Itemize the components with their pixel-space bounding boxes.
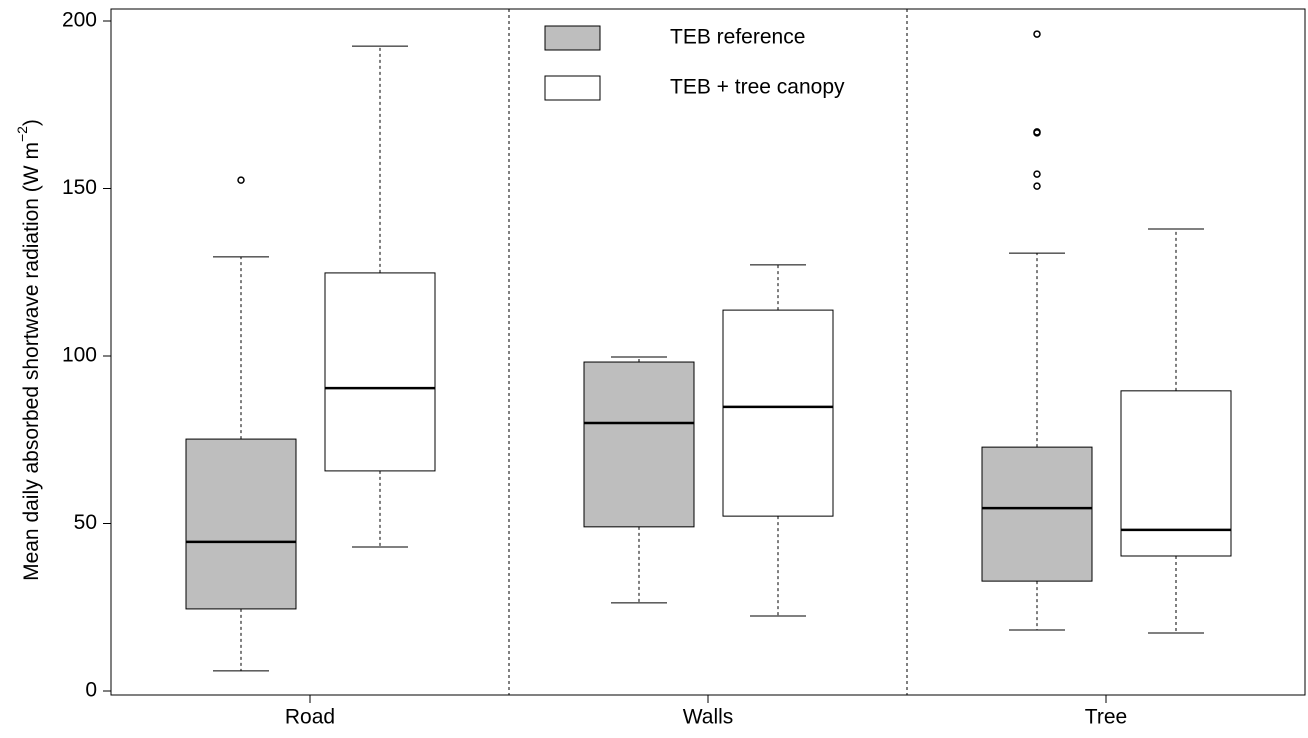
box (583, 361, 695, 528)
box (324, 272, 436, 472)
x-tick-label: Road (285, 706, 335, 729)
y-axis-label: Mean daily absorbed shortwave radiation … (14, 119, 43, 581)
legend-label: TEB + tree canopy (670, 76, 845, 99)
legend-label: TEB reference (670, 26, 805, 49)
y-label-text: Mean daily absorbed shortwave radiation … (20, 142, 43, 581)
box (722, 309, 834, 517)
legend-swatch (544, 75, 601, 101)
y-tick-label: 100 (62, 344, 97, 367)
outlier (237, 176, 245, 184)
outlier (1033, 182, 1041, 190)
x-tick-label: Walls (683, 706, 734, 729)
y-tick-label: 200 (62, 9, 97, 32)
legend-swatch (544, 25, 601, 51)
box (981, 446, 1093, 582)
box (185, 438, 297, 610)
outlier (1033, 170, 1041, 178)
y-label-end: ) (20, 119, 43, 126)
outlier (1033, 30, 1041, 38)
outlier (1033, 128, 1041, 136)
y-tick-label: 50 (74, 511, 97, 534)
y-label-superscript: −2 (14, 126, 30, 142)
box (1120, 390, 1232, 557)
y-tick-label: 0 (85, 679, 97, 702)
y-tick-label: 150 (62, 176, 97, 199)
x-tick-label: Tree (1085, 706, 1127, 729)
